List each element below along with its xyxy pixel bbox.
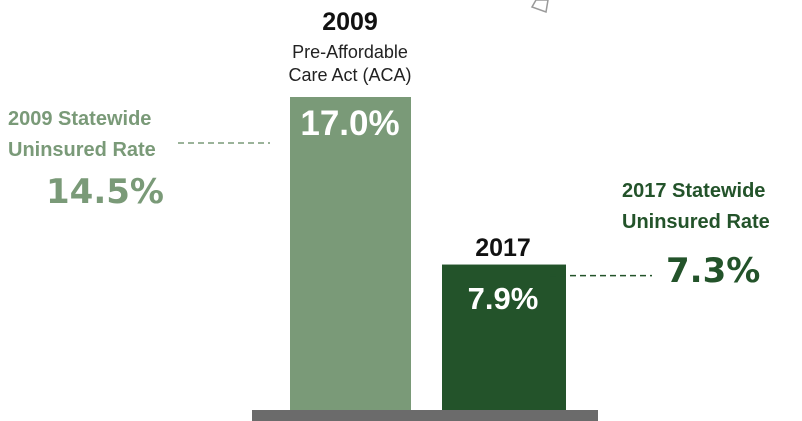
annotation-2017-title-line: 2017 Statewide — [622, 180, 765, 202]
category-label-2017: 2017 — [475, 234, 531, 262]
bar-2017 — [442, 264, 566, 410]
bar-2009 — [290, 97, 411, 410]
category-subtitle-line: Pre-Affordable — [292, 42, 408, 62]
annotation-2009-title-line: 2009 Statewide — [8, 108, 151, 130]
bar-value-label-2017: 7.9% — [468, 281, 539, 316]
corner-decoration — [530, 0, 549, 14]
annotation-2017-value: 7.3% — [666, 251, 760, 291]
bar-value-label-2009: 17.0% — [300, 104, 399, 143]
annotation-2009-value: 14.5% — [46, 172, 164, 212]
category-subtitle-line: Care Act (ACA) — [288, 65, 411, 85]
annotation-2017-title-line: Uninsured Rate — [622, 211, 770, 233]
annotation-2009-title-line: Uninsured Rate — [8, 139, 156, 161]
baseline-bar — [252, 410, 598, 421]
category-label-2009: 2009 — [322, 8, 378, 36]
